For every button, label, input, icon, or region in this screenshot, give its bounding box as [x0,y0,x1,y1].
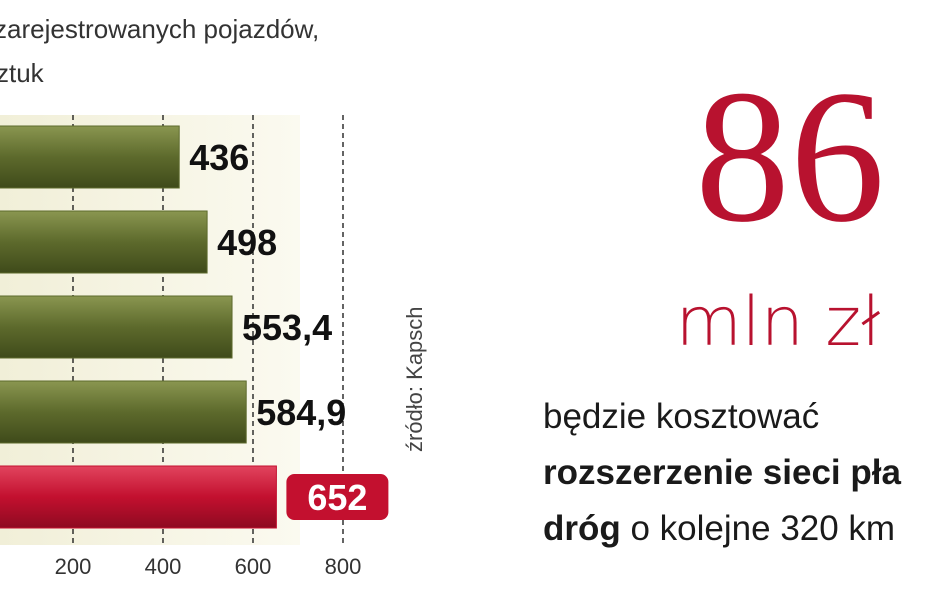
big-number: 86 [695,52,885,262]
description-segment: rozszerzenie sieci pła [543,453,901,492]
description-line: rozszerzenie sieci pła [543,453,901,492]
x-tick-label: 200 [55,554,92,579]
bar [0,295,233,359]
bar [0,380,247,444]
value-label: 553,4 [242,307,332,348]
value-label-box [286,474,389,520]
bar [0,210,208,274]
description-line: dróg o kolejne 320 km [543,509,895,548]
value-label: 498 [217,222,277,263]
x-tick-label: 600 [235,554,272,579]
x-tick-label: 400 [145,554,182,579]
big-unit: mln zł [676,283,881,362]
source: źródło: Kapsch [402,306,427,452]
description-line: będzie kosztować [543,397,819,436]
x-tick-label: 800 [325,554,362,579]
value-label: 436 [189,137,249,178]
value-label: 584,9 [256,392,346,433]
description-segment: o kolejne 320 km [621,509,895,548]
value-label: 652 [307,477,367,518]
description-segment: będzie kosztować [543,397,819,436]
description-segment: dróg [543,509,621,548]
chart-title: zarejestrowanych pojazdów, [0,14,319,44]
chart-subtitle: sztuk [0,58,45,88]
bar [0,125,180,189]
bar [0,465,277,529]
